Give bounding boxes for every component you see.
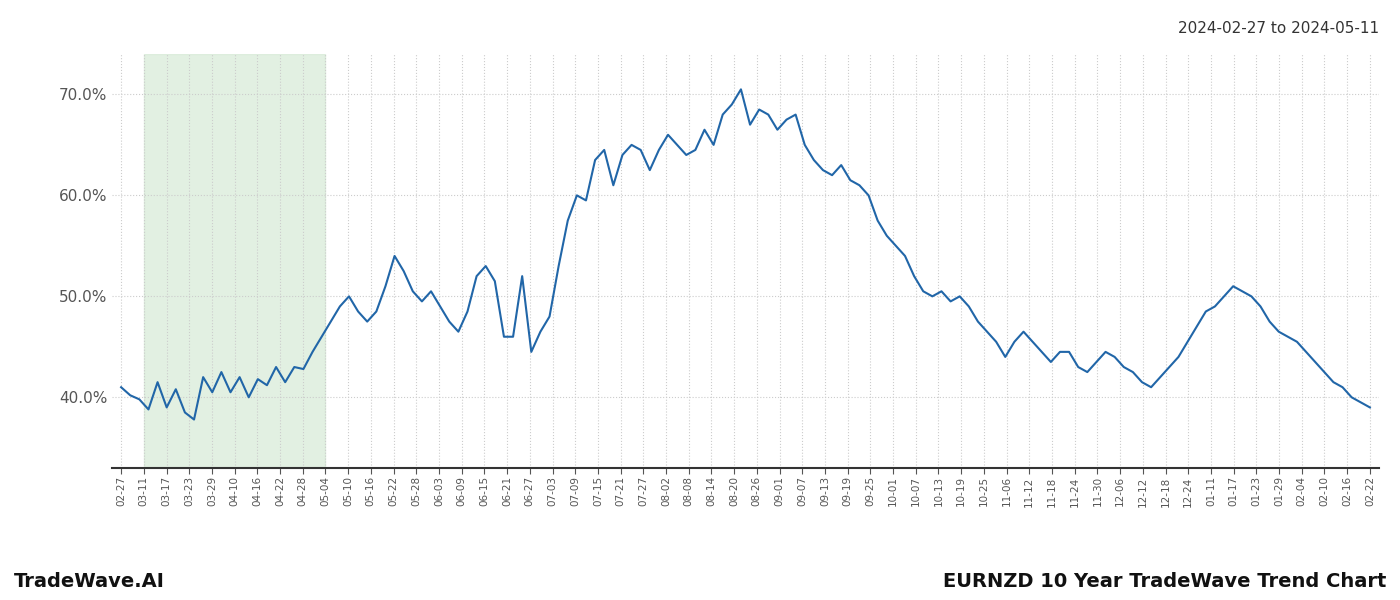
Text: TradeWave.AI: TradeWave.AI [14,572,165,591]
Text: 2024-02-27 to 2024-05-11: 2024-02-27 to 2024-05-11 [1177,21,1379,36]
Bar [144,54,325,468]
Text: EURNZD 10 Year TradeWave Trend Chart: EURNZD 10 Year TradeWave Trend Chart [942,572,1386,591]
